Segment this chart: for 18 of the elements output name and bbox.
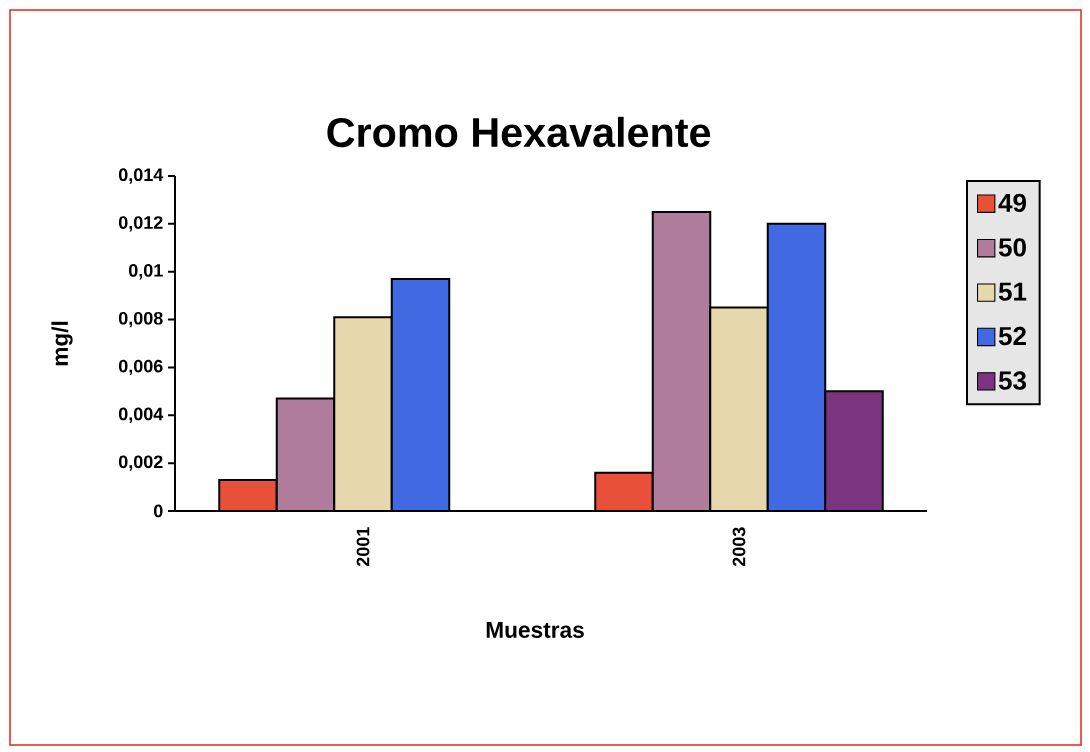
legend-label: 49 bbox=[998, 193, 1027, 213]
legend-label: 52 bbox=[998, 326, 1026, 346]
y-tick-label: 0,008 bbox=[118, 311, 163, 328]
legend-label: 50 bbox=[998, 238, 1026, 257]
y-tick-label: 0,01 bbox=[128, 264, 163, 280]
legend-label: 53 bbox=[998, 371, 1027, 390]
chart-title: Cromo Hexavalente bbox=[327, 116, 711, 148]
y-tick-label: 0,002 bbox=[118, 455, 163, 471]
y-tick-label: 0,006 bbox=[118, 359, 163, 376]
y-tick-label: 0,014 bbox=[118, 168, 164, 184]
y-tick-label: 0,004 bbox=[118, 407, 164, 423]
x-tick-label: 2001 bbox=[356, 527, 370, 567]
x-tick-label: 2003 bbox=[732, 527, 746, 567]
y-tick-label: 0 bbox=[153, 504, 163, 518]
y-axis-title: mg/l bbox=[51, 321, 73, 366]
x-axis-title: Muestras bbox=[486, 622, 584, 638]
y-tick-label: 0,012 bbox=[118, 216, 163, 232]
legend-label: 51 bbox=[998, 282, 1027, 301]
